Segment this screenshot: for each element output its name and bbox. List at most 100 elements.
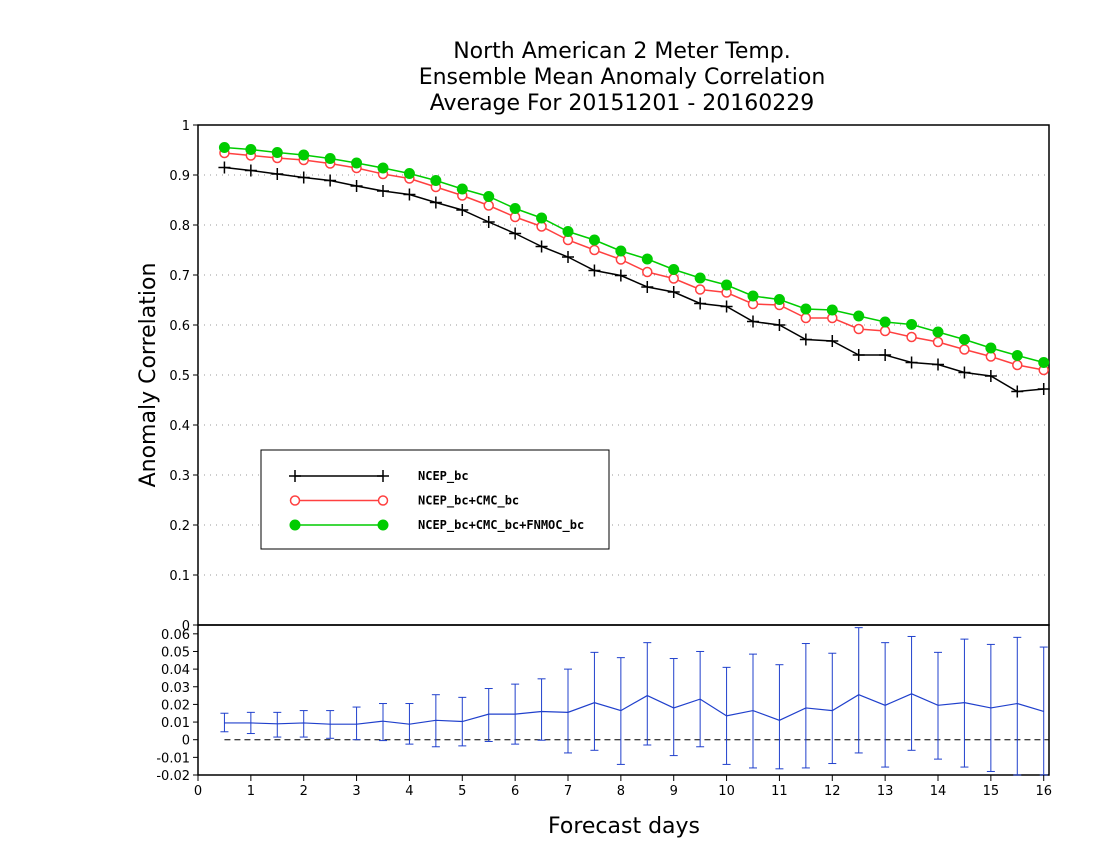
- series-point-2: [615, 245, 627, 257]
- x-tick-label: 3: [352, 784, 360, 799]
- series-point-1: [1012, 359, 1023, 371]
- chart-title-line-3: Average For 20151201 - 20160229: [430, 91, 815, 116]
- series-point-0: [984, 370, 997, 382]
- series-point-1: [668, 273, 679, 284]
- series-point-2: [906, 319, 918, 330]
- chart-title-line-2: Ensemble Mean Anomaly Correlation: [419, 65, 826, 90]
- series-point-2: [271, 147, 283, 158]
- series-point-0: [324, 174, 337, 187]
- x-tick-label: 4: [405, 784, 413, 799]
- series-point-0: [1037, 383, 1050, 395]
- main-y-tick-label: 0.1: [169, 569, 190, 584]
- legend-marker-0: [289, 470, 301, 482]
- main-y-tick-label: 0.6: [169, 319, 190, 334]
- series-point-2: [747, 290, 759, 302]
- legend-label-1: NCEP_bc+CMC_bc: [418, 494, 519, 509]
- x-tick-label: 0: [194, 784, 202, 799]
- diff-y-tick-label: 0.04: [161, 663, 190, 678]
- x-tick-label: 10: [718, 784, 735, 799]
- series-point-0: [271, 168, 284, 180]
- series-point-0: [720, 300, 733, 313]
- series-point-0: [641, 281, 654, 293]
- x-tick-label: 5: [458, 784, 466, 799]
- diff-y-tick-label: 0.01: [161, 716, 190, 731]
- series-point-1: [906, 331, 917, 343]
- x-tick-label: 8: [617, 784, 625, 799]
- main-y-tick-label: 0.9: [169, 169, 190, 184]
- series-point-1: [694, 284, 706, 295]
- series-line-0: [224, 166, 1044, 393]
- series-point-0: [1011, 385, 1024, 398]
- legend-marker-0: [377, 470, 389, 482]
- series-point-2: [958, 334, 970, 345]
- series-point-2: [377, 162, 389, 174]
- diff-y-tick-label: 0: [182, 734, 190, 749]
- series-point-2: [298, 149, 310, 161]
- series-point-0: [667, 286, 680, 298]
- diff-y-tick-label: 0.05: [161, 645, 190, 660]
- x-tick-label: 12: [824, 784, 841, 799]
- series-line-1: [224, 152, 1044, 371]
- series-point-2: [245, 144, 257, 155]
- series-point-0: [403, 188, 416, 201]
- x-tick-label: 2: [300, 784, 308, 799]
- series-point-0: [535, 240, 548, 253]
- series-point-2: [509, 203, 521, 214]
- difference-plot-frame: [197, 624, 1050, 776]
- x-tick-label: 11: [771, 784, 788, 799]
- series-point-0: [747, 315, 759, 328]
- difference-plot-y-axis: -0.02 -0.01 0 0.01 0.02 0.03 0.04 0.05 0.06: [156, 628, 198, 784]
- series-point-2: [430, 175, 442, 186]
- x-tick-label: 14: [930, 784, 947, 799]
- series-point-1: [483, 200, 494, 211]
- series-point-0: [958, 366, 971, 379]
- main-plot-frame: [197, 124, 1050, 626]
- series-point-0: [588, 264, 601, 277]
- legend-items: NCEP_bc NCEP_bc+CMC_bc NCEP_bc+CMC_bc+FNMO…: [289, 469, 584, 533]
- x-tick-label: 13: [877, 784, 894, 799]
- main-y-tick-label: 1: [182, 119, 190, 134]
- y-axis-title: Anomaly Correlation: [136, 263, 161, 488]
- series-point-2: [668, 264, 680, 275]
- main-plot-series: [218, 142, 1050, 398]
- main-y-tick-label: 0: [182, 619, 190, 634]
- series-point-2: [324, 153, 336, 164]
- legend-marker-2: [289, 519, 301, 531]
- series-point-2: [536, 212, 548, 224]
- series-line-2: [224, 146, 1044, 364]
- legend-label-2: NCEP_bc+CMC_bc+FNMOC_bc: [418, 518, 584, 533]
- diff-y-tick-label: 0.06: [161, 628, 190, 643]
- x-axis: 0 1 2 3 4 5 6 7 8 9 10 11 12 13 14 15 16: [194, 775, 1052, 799]
- difference-plot-series: [220, 627, 1049, 776]
- series-point-0: [905, 356, 918, 369]
- series-point-2: [985, 342, 997, 354]
- x-tick-label: 9: [670, 784, 678, 799]
- diff-y-tick-label: -0.02: [156, 769, 190, 784]
- series-point-2: [351, 157, 363, 169]
- series-point-0: [350, 180, 363, 192]
- series-point-0: [773, 319, 786, 331]
- series-point-2: [1038, 357, 1050, 368]
- series-point-0: [218, 161, 231, 174]
- series-point-2: [694, 272, 706, 284]
- series-point-2: [1011, 350, 1023, 361]
- series-point-2: [853, 310, 865, 322]
- series-point-1: [642, 266, 653, 278]
- series-point-2: [483, 191, 495, 202]
- x-tick-label: 16: [1035, 784, 1052, 799]
- series-point-2: [562, 226, 574, 237]
- series-point-0: [932, 358, 944, 371]
- series-point-0: [614, 269, 627, 282]
- x-tick-label: 6: [511, 784, 519, 799]
- series-point-2: [826, 304, 838, 316]
- chart-title-line-1: North American 2 Meter Temp.: [453, 39, 791, 64]
- series-point-2: [641, 253, 653, 265]
- main-y-tick-label: 0.8: [169, 219, 190, 234]
- series-point-0: [456, 204, 469, 216]
- legend: NCEP_bc NCEP_bc+CMC_bc NCEP_bc+CMC_bc+FNMO…: [260, 449, 610, 550]
- main-y-tick-label: 0.4: [169, 419, 190, 434]
- legend-label-0: NCEP_bc: [418, 469, 469, 484]
- series-point-0: [852, 349, 865, 361]
- series-point-0: [562, 251, 574, 263]
- x-axis-title: Forecast days: [548, 814, 700, 839]
